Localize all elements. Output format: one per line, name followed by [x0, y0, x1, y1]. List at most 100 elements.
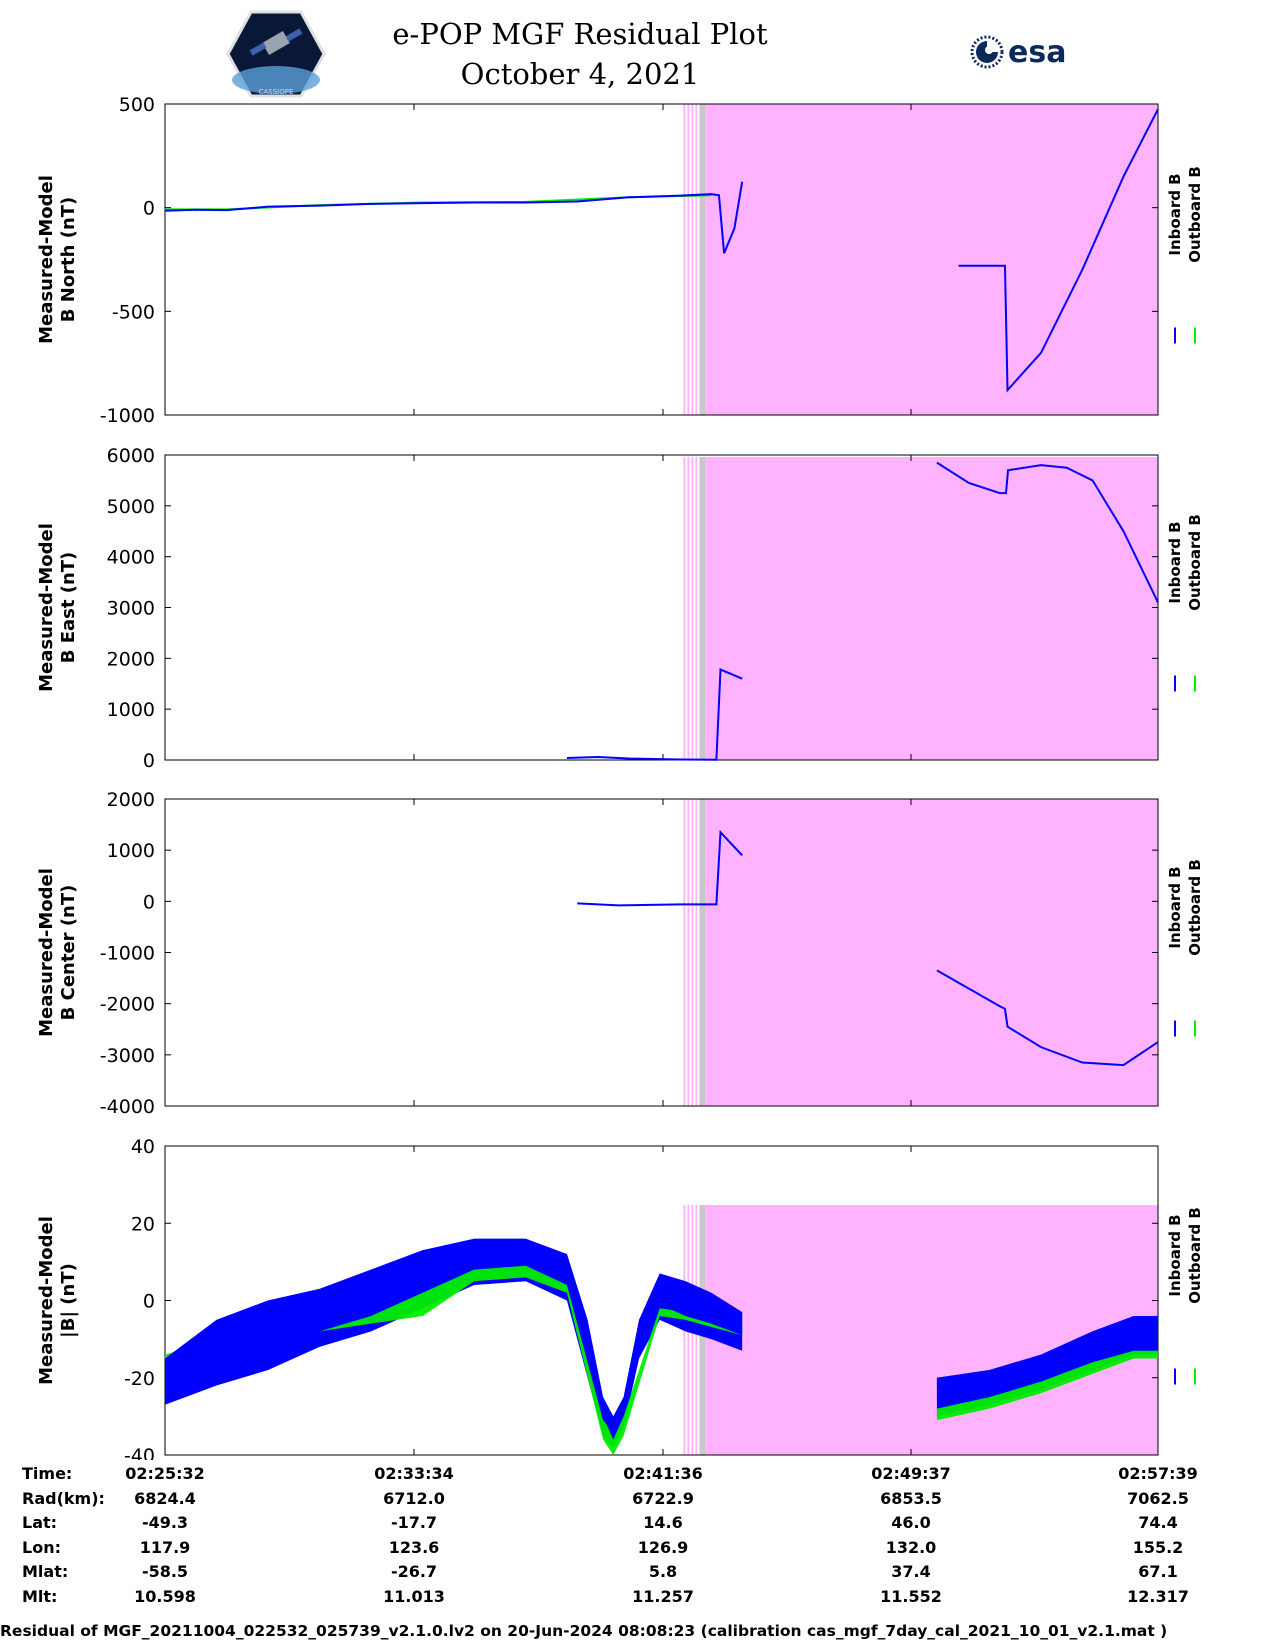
y-tick-label: 0 — [143, 1291, 155, 1313]
y-axis-label: Measured-Model — [36, 523, 57, 692]
y-axis-label: Measured-Model — [36, 1216, 57, 1385]
ephemeris-row: Mlt: 10.598 11.013 11.257 11.552 12.317 — [0, 1587, 1275, 1609]
y-tick-label: 1000 — [107, 840, 155, 862]
ephemeris-value: 117.9 — [139, 1537, 191, 1557]
ephemeris-value: 123.6 — [388, 1537, 440, 1557]
ephemeris-value: 11.013 — [383, 1586, 445, 1606]
ephemeris-value: 126.9 — [637, 1537, 689, 1557]
ephemeris-value: 14.6 — [643, 1513, 683, 1532]
panel-2: 6000 5000 4000 3000 2000 1000 0 Measured-Model B… — [36, 445, 1204, 772]
ephemeris-value: 11.257 — [632, 1586, 694, 1606]
legend-inboard-label: Inboard B — [1166, 521, 1184, 603]
legend-outboard-label: Outboard B — [1186, 514, 1204, 611]
legend-inboard-label: Inboard B — [1166, 173, 1184, 255]
y-axis-label: |B| (nT) — [58, 1263, 79, 1338]
title-line-2: October 4, 2021 — [460, 57, 700, 91]
ephemeris-value: -26.7 — [390, 1562, 438, 1581]
y-tick-label: -3000 — [100, 1045, 155, 1067]
y-tick-label: -1000 — [100, 405, 155, 427]
shaded-region — [705, 457, 1158, 760]
ephemeris-label: Mlt: — [22, 1586, 58, 1606]
shade-stripe — [691, 457, 694, 760]
footer-caption: Residual of MGF_20211004_022532_025739_v… — [0, 1622, 1168, 1640]
ephemeris-value: 10.598 — [134, 1586, 196, 1606]
mission-logo-text: CASSIOPE — [259, 88, 294, 96]
y-tick-label: 20 — [131, 1213, 155, 1235]
ephemeris-value: 02:25:32 — [125, 1464, 205, 1483]
ephemeris-value: 02:41:36 — [623, 1464, 703, 1483]
panel-1: 500 0 -500 -1000 Measured-Model B North (nT) I… — [36, 94, 1204, 427]
ephemeris-value: 02:33:34 — [374, 1464, 454, 1483]
series-band-overlay — [936, 1315, 1158, 1401]
title-line-1: e-POP MGF Residual Plot — [392, 17, 768, 51]
page-title: e-POP MGF Residual Plot October 4, 2021 — [380, 14, 780, 94]
y-tick-label: 500 — [119, 94, 155, 116]
ephemeris-row: Lat: -49.3 -17.7 14.6 46.0 74.4 — [0, 1513, 1275, 1535]
series-band — [936, 1350, 1158, 1421]
y-tick-label: -20 — [124, 1368, 155, 1390]
ephemeris-label: Lon: — [22, 1537, 61, 1557]
shade-stripe — [691, 799, 694, 1106]
shade-stripe — [699, 457, 706, 760]
series-line — [164, 181, 744, 254]
ephemeris-value: 67.1 — [1138, 1562, 1178, 1581]
ephemeris-value: -58.5 — [141, 1562, 189, 1581]
agency-emblem-icon — [970, 35, 1004, 69]
y-tick-label: 5000 — [107, 496, 155, 518]
ephemeris-value: 02:57:39 — [1118, 1464, 1198, 1483]
y-tick-label: -1000 — [100, 943, 155, 965]
ephemeris-label: Rad(km): — [22, 1488, 105, 1508]
ephemeris-value: 46.0 — [891, 1513, 931, 1532]
series-line — [566, 668, 743, 761]
shade-stripe — [699, 104, 706, 415]
ephemeris-value: 74.4 — [1138, 1513, 1178, 1532]
y-tick-label: 1000 — [107, 699, 155, 721]
series-line — [936, 969, 1159, 1067]
series-band-overlay — [165, 1238, 743, 1432]
y-tick-label: 3000 — [107, 598, 155, 620]
shaded-region — [705, 1205, 1158, 1455]
shade-stripe — [691, 104, 694, 415]
ephemeris-row: Time: 02:25:32 02:33:34 02:41:36 02:49:37 02:… — [0, 1464, 1275, 1486]
y-tick-label: -500 — [112, 301, 155, 323]
shade-stripe — [699, 799, 706, 1106]
panel-3: 2000 1000 0 -1000 -2000 -3000 -4000 Measured-Mo… — [36, 789, 1204, 1118]
shaded-region — [705, 799, 1158, 1106]
ephemeris-value: 11.552 — [880, 1586, 942, 1606]
y-axis-label: Measured-Model — [36, 175, 57, 344]
y-axis-label: Measured-Model — [36, 868, 57, 1037]
ephemeris-row: Mlat: -58.5 -26.7 5.8 37.4 67.1 — [0, 1562, 1275, 1584]
y-axis-label: B North (nT) — [58, 197, 79, 323]
y-tick-label: -40 — [124, 1445, 155, 1460]
shade-stripe — [683, 457, 686, 760]
plot-frame — [164, 103, 1159, 416]
ephemeris-value: 6853.5 — [880, 1488, 942, 1508]
ephemeris-value: 12.317 — [1127, 1586, 1189, 1606]
ephemeris-row: Lon: 117.9 123.6 126.9 132.0 155.2 — [0, 1538, 1275, 1560]
shaded-region — [705, 104, 1158, 415]
ephemeris-label: Mlat: — [22, 1562, 69, 1581]
y-tick-label: 2000 — [107, 648, 155, 670]
shade-stripe — [695, 457, 698, 760]
agency-logo-text: esa — [1008, 34, 1067, 70]
shade-stripe — [683, 799, 686, 1106]
ephemeris-label: Lat: — [22, 1513, 58, 1532]
ephemeris-value: 155.2 — [1132, 1537, 1184, 1557]
ephemeris-row: Rad(km): 6824.4 6712.0 6722.9 6853.5 7062.5 — [0, 1489, 1275, 1511]
series-line — [958, 108, 1159, 393]
y-tick-label: 4000 — [107, 547, 155, 569]
panel-4: 40 20 0 -20 -40 Measured-Model |B| (nT) Inboard… — [36, 1136, 1204, 1460]
ephemeris-value: -17.7 — [390, 1513, 438, 1532]
mission-logo: CASSIOPE — [226, 10, 326, 98]
shade-stripe — [687, 799, 690, 1106]
y-tick-label: 6000 — [107, 445, 155, 467]
ephemeris-value: 37.4 — [891, 1562, 931, 1581]
shade-stripe — [683, 104, 686, 415]
agency-logo: esa — [970, 32, 1066, 72]
ephemeris-label: Time: — [22, 1464, 73, 1483]
ephemeris-value: 7062.5 — [1127, 1488, 1189, 1508]
y-tick-label: 40 — [131, 1136, 155, 1158]
ephemeris-value: 6722.9 — [632, 1488, 694, 1508]
series-line — [577, 829, 743, 907]
